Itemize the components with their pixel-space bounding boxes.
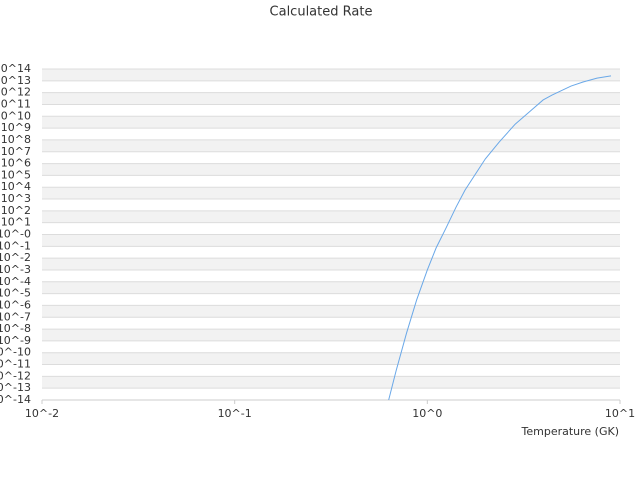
grid-band <box>42 187 620 200</box>
y-tick-label: 10^7 <box>1 145 31 158</box>
y-tick-label: 10^-8 <box>0 322 31 335</box>
grid-band <box>42 92 620 105</box>
grid-band <box>42 234 620 247</box>
y-tick-label: 10^-0 <box>0 228 31 241</box>
y-tick-label: 10^-6 <box>0 298 31 311</box>
y-tick-label: 10^3 <box>1 192 31 205</box>
y-tick-label: 10^-12 <box>0 369 31 382</box>
y-tick-label: 10^-3 <box>0 263 31 276</box>
grid-band <box>42 163 620 176</box>
y-tick-label: 10^1 <box>1 216 31 229</box>
x-tick-label: 10^-1 <box>218 407 252 420</box>
y-tick-label: 10^-9 <box>0 334 31 347</box>
y-tick-label: 10^4 <box>1 180 31 193</box>
x-axis-label: Temperature (GK) <box>521 425 620 438</box>
y-tick-label: 10^6 <box>1 157 31 170</box>
grid-band <box>42 376 620 389</box>
y-tick-label: 10^8 <box>1 133 31 146</box>
grid-band <box>42 305 620 318</box>
x-tick-label: 10^-2 <box>25 407 59 420</box>
y-tick-label: 10^13 <box>0 74 31 87</box>
y-tick-label: 10^10 <box>0 109 31 122</box>
y-tick-label: 10^-11 <box>0 358 31 371</box>
x-tick-label: 10^1 <box>605 407 635 420</box>
grid-band <box>42 329 620 341</box>
grid-band <box>42 69 620 81</box>
y-tick-label: 10^14 <box>0 62 31 75</box>
y-tick-label: 10^2 <box>1 204 31 217</box>
grid-band <box>42 139 620 152</box>
y-tick-label: 10^5 <box>1 168 31 181</box>
grid-band <box>42 281 620 294</box>
y-tick-label: 10^-10 <box>0 346 31 359</box>
y-tick-label: 10^-7 <box>0 310 31 323</box>
grid-band <box>42 352 620 365</box>
y-tick-label: 10^-14 <box>0 393 31 406</box>
y-tick-label: 10^-4 <box>0 275 31 288</box>
y-tick-label: 10^-13 <box>0 381 31 394</box>
y-tick-label: 10^-5 <box>0 287 31 300</box>
y-tick-label: 10^11 <box>0 97 31 110</box>
grid-band <box>42 116 620 129</box>
data-line <box>388 75 612 401</box>
y-tick-label: 10^12 <box>0 86 31 99</box>
grid-bands <box>42 69 620 389</box>
y-tick-label: 10^9 <box>1 121 31 134</box>
y-tick-label: 10^-2 <box>0 251 31 264</box>
grid-band <box>42 258 620 270</box>
chart-title: Calculated Rate <box>270 5 373 20</box>
x-tick-label: 10^0 <box>412 407 442 420</box>
y-tick-label: 10^-1 <box>0 239 31 252</box>
grid-band <box>42 210 620 223</box>
